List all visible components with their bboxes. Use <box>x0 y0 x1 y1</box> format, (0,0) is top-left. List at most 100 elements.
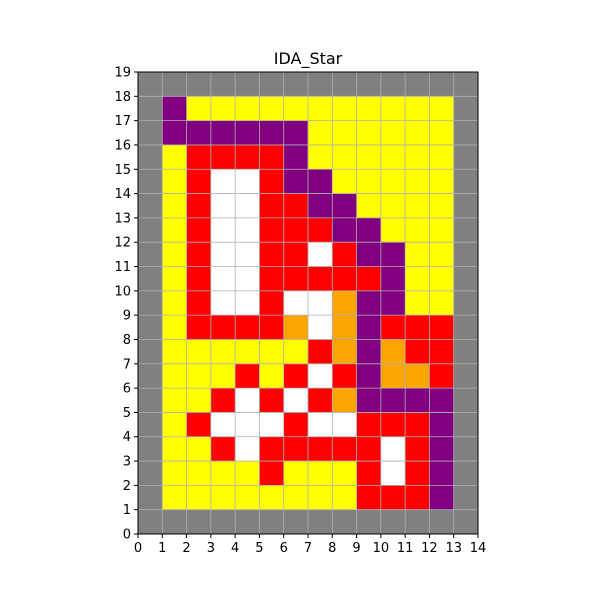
cell <box>259 388 285 413</box>
cell <box>186 461 212 486</box>
cell <box>380 412 406 438</box>
cell <box>235 436 260 462</box>
cell <box>138 339 163 365</box>
cell <box>429 485 455 511</box>
cell <box>405 315 430 340</box>
cell <box>162 193 188 219</box>
y-tick-label: 4 <box>123 430 131 445</box>
cell <box>259 436 285 462</box>
cell <box>453 412 479 438</box>
cell <box>453 217 479 243</box>
cell <box>380 461 406 486</box>
cell <box>332 388 358 413</box>
cell <box>186 193 212 219</box>
cell <box>162 72 188 97</box>
cell <box>429 266 455 292</box>
cell <box>138 509 163 535</box>
cell <box>429 388 455 413</box>
cell <box>405 217 430 243</box>
y-tick-label: 15 <box>114 163 131 178</box>
cell <box>138 485 163 511</box>
cell <box>308 169 333 195</box>
x-axis: 0 1 2 3 4 5 6 7 8 9 10 11 12 13 14 <box>134 534 486 556</box>
cell <box>332 485 358 511</box>
cell <box>332 290 358 316</box>
cell <box>259 339 285 365</box>
cell <box>429 436 455 462</box>
cell <box>259 315 285 340</box>
cell <box>380 242 406 268</box>
cell <box>283 388 309 413</box>
x-tick-label: 9 <box>352 541 360 556</box>
cell <box>308 509 333 535</box>
cell <box>186 509 212 535</box>
cell <box>429 363 455 389</box>
cell <box>235 72 260 97</box>
cell <box>283 72 309 97</box>
cell <box>235 242 260 268</box>
cell <box>138 144 163 170</box>
cell <box>380 193 406 219</box>
cell <box>162 363 188 389</box>
cell <box>380 290 406 316</box>
cell <box>380 169 406 195</box>
cell <box>429 169 455 195</box>
cell <box>210 339 236 365</box>
cell <box>405 96 430 122</box>
cell <box>283 363 309 389</box>
cell <box>332 315 358 340</box>
cell <box>429 193 455 219</box>
cell <box>356 436 382 462</box>
cell <box>283 485 309 511</box>
cell <box>235 315 260 340</box>
cell <box>138 242 163 268</box>
cell <box>283 339 309 365</box>
cell <box>332 339 358 365</box>
cell <box>380 436 406 462</box>
cell <box>429 461 455 486</box>
cell <box>405 363 430 389</box>
cell <box>235 144 260 170</box>
cell <box>162 388 188 413</box>
y-tick-label: 13 <box>114 211 131 226</box>
cell <box>283 96 309 122</box>
cell <box>405 461 430 486</box>
cell <box>210 315 236 340</box>
cell <box>429 217 455 243</box>
cell <box>235 96 260 122</box>
cell <box>259 242 285 268</box>
cell <box>356 290 382 316</box>
x-tick-label: 2 <box>182 541 190 556</box>
heatmap-cells <box>138 72 479 535</box>
cell <box>405 412 430 438</box>
cell <box>332 217 358 243</box>
cell <box>453 461 479 486</box>
x-tick-label: 12 <box>421 541 438 556</box>
cell <box>429 290 455 316</box>
cell <box>186 290 212 316</box>
cell <box>429 339 455 365</box>
cell <box>356 217 382 243</box>
cell <box>308 315 333 340</box>
cell <box>405 242 430 268</box>
cell <box>356 242 382 268</box>
cell <box>259 72 285 97</box>
cell <box>332 72 358 97</box>
cell <box>186 242 212 268</box>
y-tick-label: 12 <box>114 236 131 251</box>
y-tick-label: 1 <box>123 503 131 518</box>
cell <box>283 461 309 486</box>
cell <box>308 120 333 146</box>
cell <box>308 436 333 462</box>
cell <box>235 461 260 486</box>
cell <box>138 388 163 413</box>
cell <box>332 144 358 170</box>
cell <box>380 509 406 535</box>
cell <box>308 217 333 243</box>
cell <box>235 339 260 365</box>
cell <box>186 217 212 243</box>
cell <box>210 120 236 146</box>
cell <box>138 169 163 195</box>
cell <box>380 363 406 389</box>
chart-title: IDA_Star <box>274 49 343 69</box>
